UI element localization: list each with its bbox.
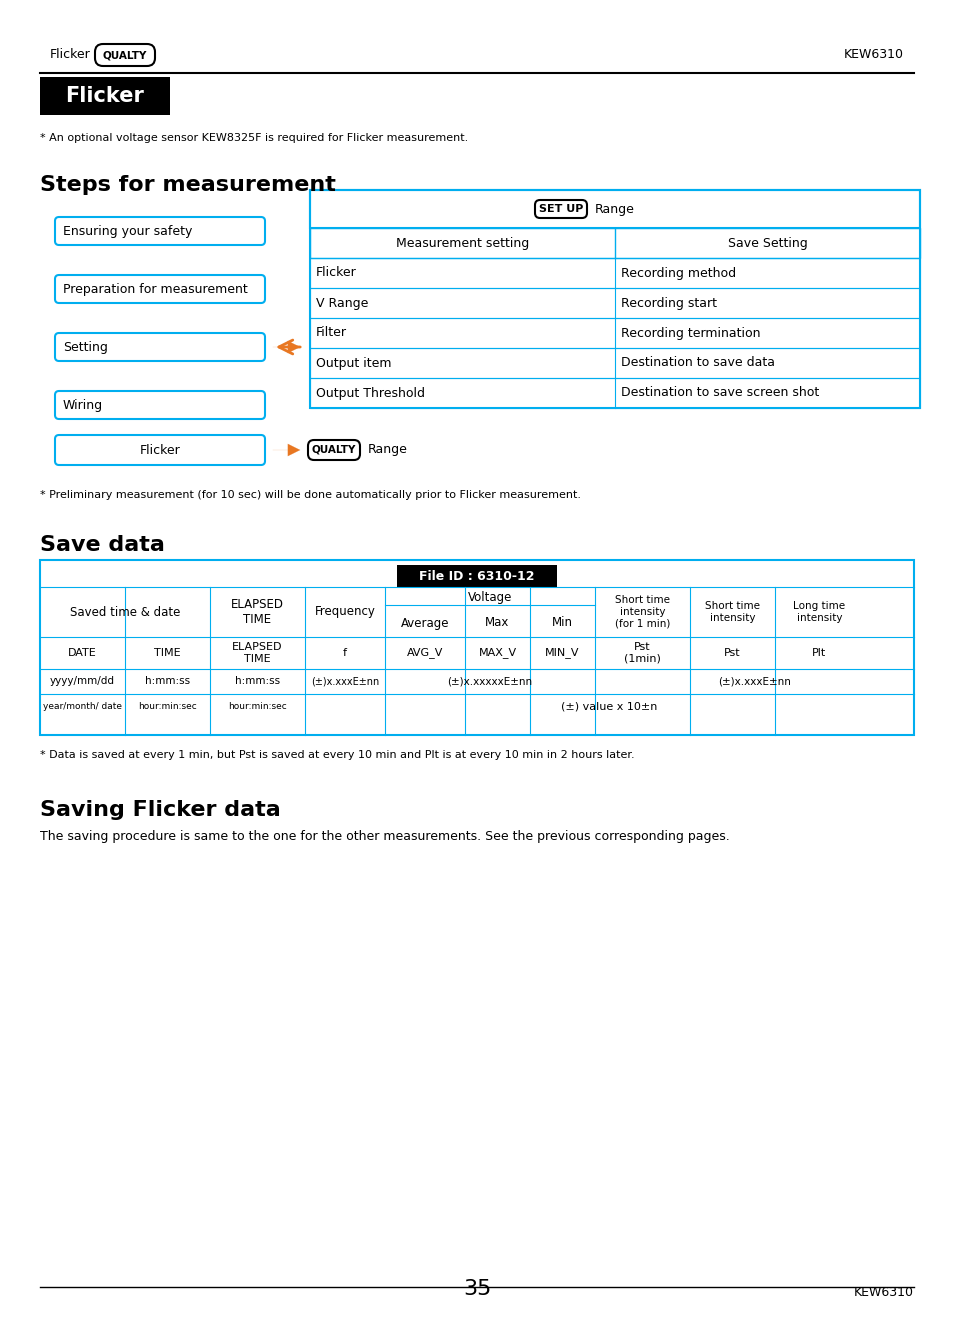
Text: Output Threshold: Output Threshold: [315, 387, 424, 399]
Text: Flicker: Flicker: [50, 48, 91, 62]
Text: Destination to save screen shot: Destination to save screen shot: [620, 387, 819, 399]
Text: File ID : 6310-12: File ID : 6310-12: [418, 569, 535, 582]
Text: hour:min:sec: hour:min:sec: [138, 702, 196, 711]
Text: SET UP: SET UP: [538, 204, 582, 214]
Text: Output item: Output item: [315, 356, 391, 370]
Text: hour:min:sec: hour:min:sec: [228, 702, 287, 711]
Text: Recording method: Recording method: [620, 266, 736, 280]
Text: Recording start: Recording start: [620, 296, 717, 309]
Text: Average: Average: [400, 616, 449, 629]
Bar: [310, 317, 919, 348]
Text: Steps for measurement: Steps for measurement: [40, 175, 335, 195]
Text: Flicker: Flicker: [66, 86, 144, 106]
Text: Long time
intensity: Long time intensity: [793, 601, 844, 623]
Text: (±)x.xxxE±nn: (±)x.xxxE±nn: [718, 676, 790, 687]
Bar: [310, 190, 919, 408]
Text: Flicker: Flicker: [315, 266, 356, 280]
Text: ELAPSED
TIME: ELAPSED TIME: [231, 599, 284, 627]
Text: h:mm:ss: h:mm:ss: [234, 676, 280, 687]
Text: Flicker: Flicker: [139, 443, 180, 457]
Text: Max: Max: [485, 616, 509, 629]
Bar: [310, 258, 919, 288]
Text: Saved time & date: Saved time & date: [70, 605, 180, 619]
Text: year/month/ date: year/month/ date: [43, 702, 122, 711]
Text: f: f: [343, 648, 347, 657]
Text: TIME: TIME: [154, 648, 181, 657]
Text: Plt: Plt: [812, 648, 825, 657]
Bar: [310, 348, 919, 378]
Text: Range: Range: [595, 202, 634, 216]
Text: * An optional voltage sensor KEW8325F is required for Flicker measurement.: * An optional voltage sensor KEW8325F is…: [40, 133, 468, 143]
Text: ELAPSED
TIME: ELAPSED TIME: [232, 643, 282, 664]
Text: Save Setting: Save Setting: [727, 237, 806, 249]
Text: (±)x.xxxxxE±nn: (±)x.xxxxxE±nn: [447, 676, 532, 687]
Text: Min: Min: [552, 616, 573, 629]
Text: (±)x.xxxE±nn: (±)x.xxxE±nn: [311, 676, 378, 687]
Text: Short time
intensity
(for 1 min): Short time intensity (for 1 min): [614, 596, 670, 628]
Text: QUALTY: QUALTY: [312, 445, 355, 455]
Text: yyyy/mm/dd: yyyy/mm/dd: [50, 676, 115, 687]
Bar: [396, 565, 557, 586]
Text: The saving procedure is same to the one for the other measurements. See the prev: The saving procedure is same to the one …: [40, 830, 729, 844]
Text: MIN_V: MIN_V: [545, 648, 579, 659]
Text: Destination to save data: Destination to save data: [620, 356, 774, 370]
Text: * Preliminary measurement (for 10 sec) will be done automatically prior to Flick: * Preliminary measurement (for 10 sec) w…: [40, 490, 580, 499]
Text: (±) value x 10±n: (±) value x 10±n: [560, 702, 657, 711]
Text: Measurement setting: Measurement setting: [395, 237, 529, 249]
Text: Ensuring your safety: Ensuring your safety: [63, 225, 193, 237]
Text: * Data is saved at every 1 min, but Pst is saved at every 10 min and Plt is at e: * Data is saved at every 1 min, but Pst …: [40, 750, 634, 761]
Text: Range: Range: [368, 443, 408, 457]
Text: V Range: V Range: [315, 296, 368, 309]
Bar: [310, 378, 919, 408]
Text: QUALTY: QUALTY: [103, 50, 147, 60]
Text: Save data: Save data: [40, 536, 165, 554]
Text: Short time
intensity: Short time intensity: [704, 601, 760, 623]
Text: Filter: Filter: [315, 327, 347, 340]
Text: Voltage: Voltage: [467, 590, 512, 604]
Bar: [310, 288, 919, 317]
Bar: [310, 190, 919, 228]
Text: Saving Flicker data: Saving Flicker data: [40, 799, 280, 819]
Text: AVG_V: AVG_V: [406, 648, 443, 659]
Bar: [40, 78, 170, 115]
Text: Preparation for measurement: Preparation for measurement: [63, 283, 248, 296]
Bar: [310, 228, 919, 258]
Text: MAX_V: MAX_V: [478, 648, 516, 659]
Text: DATE: DATE: [68, 648, 97, 657]
Text: Pst: Pst: [723, 648, 740, 657]
Text: Frequency: Frequency: [314, 605, 375, 619]
Text: KEW6310: KEW6310: [843, 48, 903, 62]
Bar: [40, 560, 913, 735]
Text: 35: 35: [462, 1279, 491, 1299]
Text: Recording termination: Recording termination: [620, 327, 760, 340]
Text: Wiring: Wiring: [63, 399, 103, 411]
Text: h:mm:ss: h:mm:ss: [145, 676, 190, 687]
Text: KEW6310: KEW6310: [853, 1285, 913, 1299]
Text: Setting: Setting: [63, 340, 108, 353]
Text: Pst
(1min): Pst (1min): [623, 643, 660, 664]
